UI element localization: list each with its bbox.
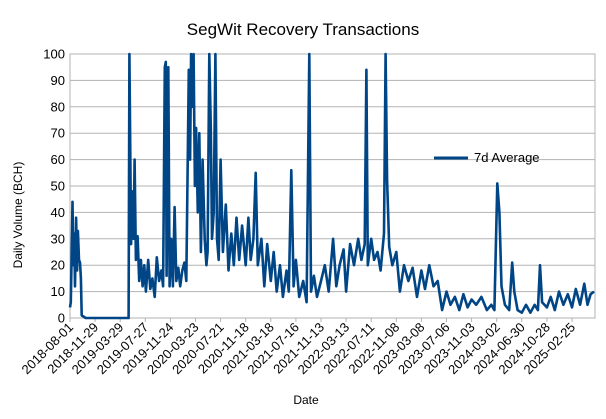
y-tick-label: 100	[43, 47, 65, 62]
chart-title: SegWit Recovery Transactions	[187, 20, 419, 39]
legend: 7d Average	[434, 150, 540, 165]
series-line-7d-average	[68, 52, 595, 320]
x-axis-title: Date	[293, 393, 319, 407]
y-tick-label: 20	[51, 258, 65, 273]
y-tick-label: 30	[51, 231, 65, 246]
y-tick-label: 0	[58, 311, 65, 326]
plot-frame	[69, 53, 596, 319]
y-tick-label: 50	[51, 179, 65, 194]
y-axis-ticks: 0 10 20 30 40 50 60 70 80 90 100	[43, 47, 65, 326]
x-axis-ticks: 2018-08-012018-11-292019-03-292019-07-27…	[18, 318, 578, 377]
y-tick-label: 90	[51, 73, 65, 88]
y-tick-label: 40	[51, 205, 65, 220]
y-axis-title: Daily Volume (BCH)	[11, 162, 25, 269]
y-tick-label: 60	[51, 152, 65, 167]
y-tick-label: 10	[51, 284, 65, 299]
y-tick-label: 70	[51, 126, 65, 141]
y-tick-label: 80	[51, 99, 65, 114]
legend-label: 7d Average	[474, 150, 540, 165]
